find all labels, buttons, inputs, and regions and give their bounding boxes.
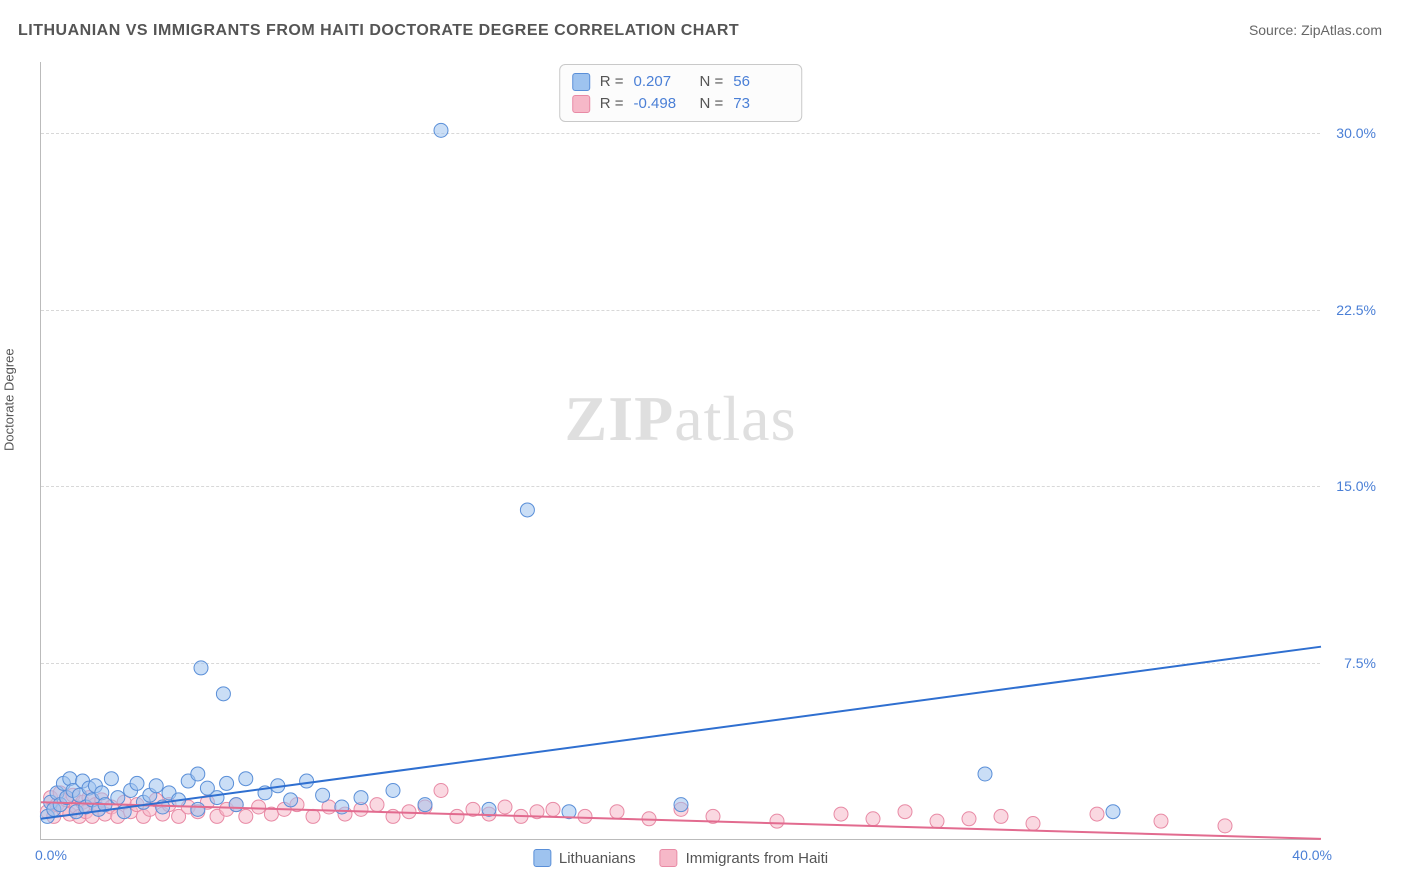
data-point: [546, 802, 560, 816]
n-value-b: 73: [733, 93, 789, 115]
y-tick-label: 22.5%: [1336, 302, 1376, 318]
y-axis-label: Doctorate Degree: [2, 348, 17, 451]
data-point: [418, 798, 432, 812]
data-point: [520, 503, 534, 517]
data-point: [1106, 805, 1120, 819]
data-point: [210, 791, 224, 805]
data-point: [194, 661, 208, 675]
data-point: [284, 793, 298, 807]
data-point: [994, 809, 1008, 823]
data-point: [434, 783, 448, 797]
data-point: [370, 798, 384, 812]
data-point: [1026, 816, 1040, 830]
data-point: [354, 791, 368, 805]
data-point: [1218, 819, 1232, 833]
data-point: [300, 774, 314, 788]
swatch-b-icon: [660, 849, 678, 867]
legend-label-b: Immigrants from Haiti: [686, 850, 829, 867]
legend-stats: R = 0.207 N = 56 R = -0.498 N = 73: [559, 64, 803, 122]
legend-label-a: Lithuanians: [559, 850, 636, 867]
data-point: [239, 809, 253, 823]
data-point: [930, 814, 944, 828]
source-label: Source: ZipAtlas.com: [1249, 22, 1382, 38]
n-label-a: N =: [700, 71, 724, 93]
data-point: [978, 767, 992, 781]
data-point: [1154, 814, 1168, 828]
trend-line: [41, 647, 1321, 819]
data-point: [898, 805, 912, 819]
data-point: [191, 802, 205, 816]
data-point: [316, 788, 330, 802]
swatch-series-b: [572, 95, 590, 113]
x-tick-max: 40.0%: [1292, 847, 1332, 863]
data-point: [386, 783, 400, 797]
legend-series: Lithuanians Immigrants from Haiti: [533, 849, 828, 867]
data-point: [111, 791, 125, 805]
r-label-b: R =: [600, 93, 624, 115]
chart-svg: [41, 62, 1320, 839]
legend-item-a: Lithuanians: [533, 849, 636, 867]
r-value-a: 0.207: [634, 71, 690, 93]
data-point: [220, 776, 234, 790]
data-point: [130, 776, 144, 790]
x-tick-min: 0.0%: [35, 847, 67, 863]
data-point: [962, 812, 976, 826]
data-point: [434, 123, 448, 137]
data-point: [498, 800, 512, 814]
y-tick-label: 7.5%: [1344, 655, 1376, 671]
data-point: [674, 798, 688, 812]
data-point: [578, 809, 592, 823]
legend-stats-row-a: R = 0.207 N = 56: [572, 71, 790, 93]
data-point: [239, 772, 253, 786]
y-tick-label: 30.0%: [1336, 125, 1376, 141]
n-value-a: 56: [733, 71, 789, 93]
data-point: [306, 809, 320, 823]
data-point: [104, 772, 118, 786]
data-point: [191, 767, 205, 781]
chart-title: LITHUANIAN VS IMMIGRANTS FROM HAITI DOCT…: [18, 22, 739, 40]
legend-item-b: Immigrants from Haiti: [660, 849, 829, 867]
data-point: [149, 779, 163, 793]
data-point: [866, 812, 880, 826]
data-point: [450, 809, 464, 823]
data-point: [1090, 807, 1104, 821]
swatch-a-icon: [533, 849, 551, 867]
r-value-b: -0.498: [634, 93, 690, 115]
y-tick-label: 15.0%: [1336, 478, 1376, 494]
r-label-a: R =: [600, 71, 624, 93]
plot-area: Doctorate Degree 7.5%15.0%22.5%30.0% ZIP…: [40, 62, 1320, 840]
legend-stats-row-b: R = -0.498 N = 73: [572, 93, 790, 115]
swatch-series-a: [572, 73, 590, 91]
n-label-b: N =: [700, 93, 724, 115]
data-point: [770, 814, 784, 828]
data-point: [229, 798, 243, 812]
data-point: [252, 800, 266, 814]
data-point: [834, 807, 848, 821]
data-point: [610, 805, 624, 819]
data-point: [216, 687, 230, 701]
